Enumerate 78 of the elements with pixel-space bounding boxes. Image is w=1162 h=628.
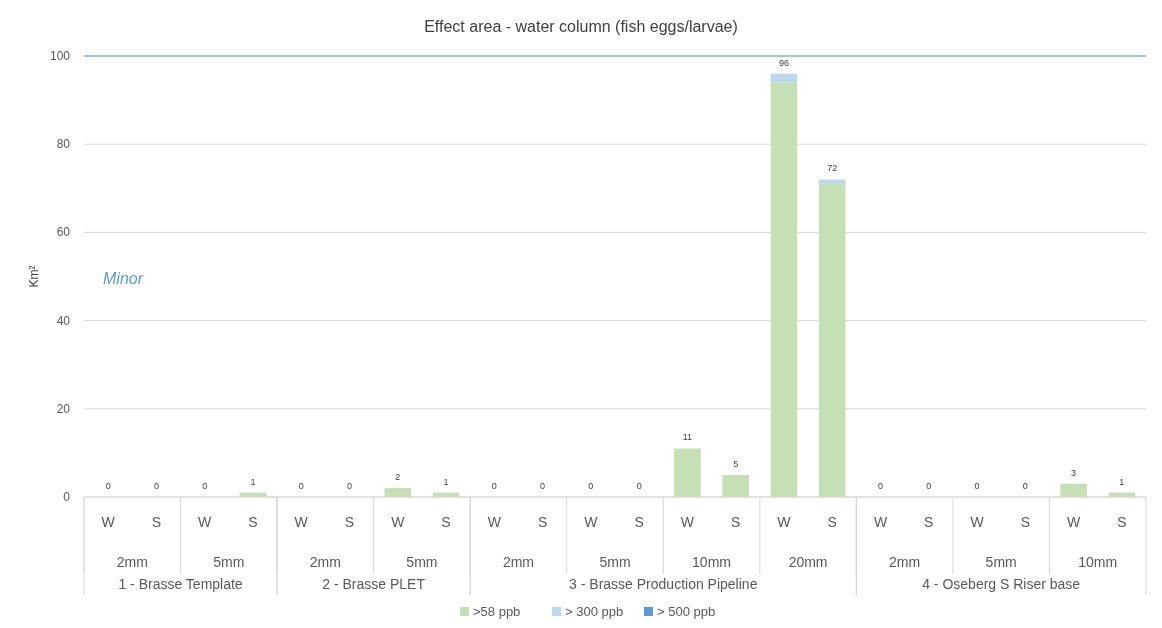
total-label: 5: [733, 458, 739, 469]
text: 10mm: [1078, 554, 1118, 570]
total-label: 2: [395, 472, 401, 483]
x-tick-label: S: [1117, 514, 1127, 530]
text: 2 - Brasse PLET: [322, 576, 426, 592]
bar: [674, 448, 701, 497]
x-tick-label: S: [634, 514, 644, 530]
total-label: 0: [105, 481, 111, 491]
text: 5mm: [599, 554, 631, 570]
bar: [818, 183, 846, 497]
x-tick-label: S: [537, 514, 548, 530]
total-label: 0: [491, 481, 497, 491]
total-label: 96: [778, 57, 789, 68]
bar: [722, 474, 749, 497]
total-label: 1: [1119, 476, 1125, 487]
x-tick-label: W: [777, 514, 792, 530]
text: 2mm: [889, 554, 921, 570]
x-tick-label: W: [680, 514, 695, 530]
x-tick-label: W: [198, 514, 213, 530]
annotation: Minor: [103, 270, 144, 288]
x-tick-label: W: [873, 514, 888, 530]
x-tick-label: S: [1020, 514, 1030, 530]
total-label: 72: [827, 163, 838, 174]
total-label: 0: [974, 481, 980, 491]
total-label: 0: [636, 481, 642, 491]
total-label: 0: [153, 481, 159, 491]
total-label: 3: [1071, 467, 1077, 478]
chart-title: Effect area - water column (fish eggs/larvae): [424, 18, 738, 35]
x-tick-label: W: [294, 514, 309, 530]
bar: [384, 488, 412, 497]
x-tick-label: W: [391, 514, 406, 530]
total-label: 0: [298, 481, 304, 491]
bar: [818, 179, 846, 184]
text: 2mm: [116, 554, 148, 570]
x-tick-label: S: [924, 514, 934, 530]
text: 5mm: [406, 554, 438, 570]
bar: [770, 82, 798, 497]
total-label: 11: [682, 432, 693, 443]
text: 3 - Brasse Production Pipeline: [569, 576, 758, 592]
bar: [1060, 483, 1087, 497]
text: 5mm: [213, 554, 245, 570]
total-label: 0: [877, 481, 884, 491]
y-tick-label: 0: [63, 490, 71, 504]
y-tick-label: 40: [56, 313, 71, 328]
x-tick-label: S: [151, 514, 162, 530]
total-label: 0: [202, 481, 208, 491]
text: 10mm: [692, 554, 731, 570]
total-label: 1: [250, 476, 256, 487]
y-tick-label: 20: [56, 401, 71, 416]
y-tick-label: 80: [56, 137, 71, 152]
x-tick-label: W: [101, 514, 116, 530]
total-label: 0: [588, 481, 594, 491]
total-label: 0: [1022, 481, 1028, 491]
x-tick-label: S: [344, 514, 355, 530]
text: 2mm: [502, 554, 535, 570]
text: 1 - Brasse Template: [118, 576, 243, 592]
x-tick-label: W: [487, 514, 502, 530]
y-axis-title: Km²: [27, 265, 41, 288]
text: 5mm: [985, 554, 1017, 570]
legend-label: > 300 ppb: [565, 604, 624, 619]
x-tick-label: S: [827, 514, 837, 530]
total-label: 0: [926, 481, 932, 491]
x-tick-label: W: [970, 514, 985, 530]
total-label: 1: [443, 476, 449, 487]
legend-label: >58 ppb: [473, 604, 521, 619]
text: 4 - Oseberg S Riser base: [922, 576, 1081, 592]
y-tick-label: 60: [56, 225, 71, 240]
x-tick-label: W: [1066, 514, 1081, 530]
x-tick-label: S: [731, 514, 741, 530]
y-tick-label: 100: [49, 49, 71, 63]
legend-label: > 500 ppb: [657, 604, 716, 619]
text: 2mm: [309, 554, 341, 570]
total-label: 0: [346, 481, 353, 491]
total-label: 0: [540, 481, 546, 491]
x-tick-label: S: [248, 514, 258, 530]
x-tick-label: W: [584, 514, 599, 530]
x-tick-label: S: [441, 514, 451, 530]
text: 20mm: [788, 554, 828, 570]
